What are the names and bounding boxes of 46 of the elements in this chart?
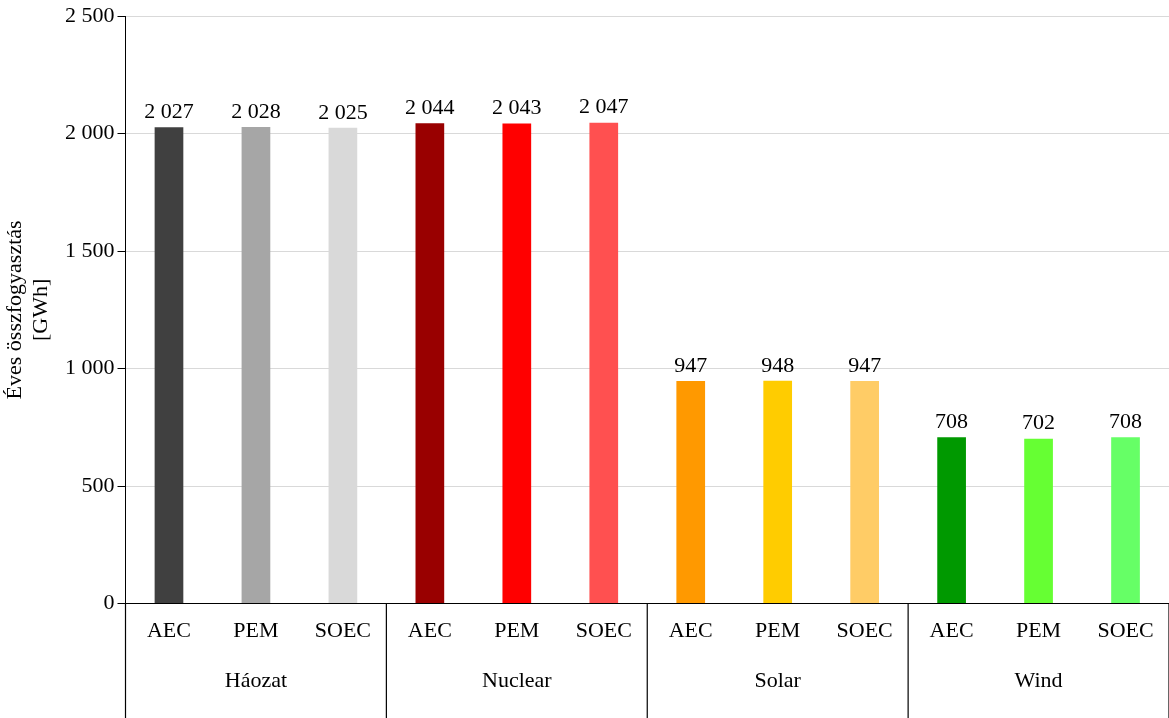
text: Solar (754, 667, 802, 693)
text: Háozat (224, 667, 288, 693)
data-label: 702 (1022, 409, 1056, 435)
bar (1111, 437, 1140, 604)
x-tick-label: PEM (755, 616, 801, 642)
data-label: 2 028 (231, 97, 281, 123)
y-axis-title: Éves összfogyasztás [GWh] (0, 220, 52, 400)
x-tick-label: PEM (494, 616, 540, 642)
x-tick-label: AEC (668, 616, 713, 642)
y-tick-label: 500 (81, 471, 115, 497)
data-label: 947 (848, 351, 882, 377)
y-tick-label: 2 000 (65, 119, 115, 145)
bar (241, 127, 271, 604)
bar (502, 123, 532, 604)
x-tick-label: AEC (407, 616, 452, 642)
y-tick-label: 1 000 (65, 354, 115, 380)
bar (589, 122, 619, 604)
x-tick-label: SOEC (1097, 616, 1154, 642)
bar (937, 437, 966, 604)
x-tick-label: SOEC (314, 616, 372, 642)
x-tick-label: SOEC (575, 616, 632, 642)
bar (763, 380, 793, 604)
text: Wind (1014, 667, 1063, 693)
y-tick-label: 0 (103, 589, 115, 615)
bar (154, 127, 184, 604)
data-label: 2 044 (405, 94, 455, 120)
data-label: 708 (1109, 408, 1143, 434)
bar (676, 381, 706, 604)
data-label: 948 (761, 351, 795, 377)
data-label: 2 025 (318, 98, 368, 124)
x-tick-label: PEM (1015, 616, 1062, 642)
y-tick-label: 2 500 (65, 1, 115, 27)
data-label: 2 043 (492, 94, 542, 120)
x-tick-label: AEC (146, 616, 191, 642)
x-tick-label: PEM (233, 616, 279, 642)
data-label: 947 (674, 351, 708, 377)
bar (1024, 438, 1053, 604)
text: Nuclear (482, 667, 553, 693)
data-label: 2 027 (144, 98, 194, 124)
bar (415, 123, 445, 604)
x-tick-label: AEC (929, 616, 974, 642)
data-label: 708 (935, 408, 969, 434)
x-tick-label: SOEC (836, 616, 893, 642)
data-label: 2 047 (579, 93, 629, 119)
bar (850, 381, 879, 604)
y-tick-label: 1 500 (65, 236, 115, 262)
